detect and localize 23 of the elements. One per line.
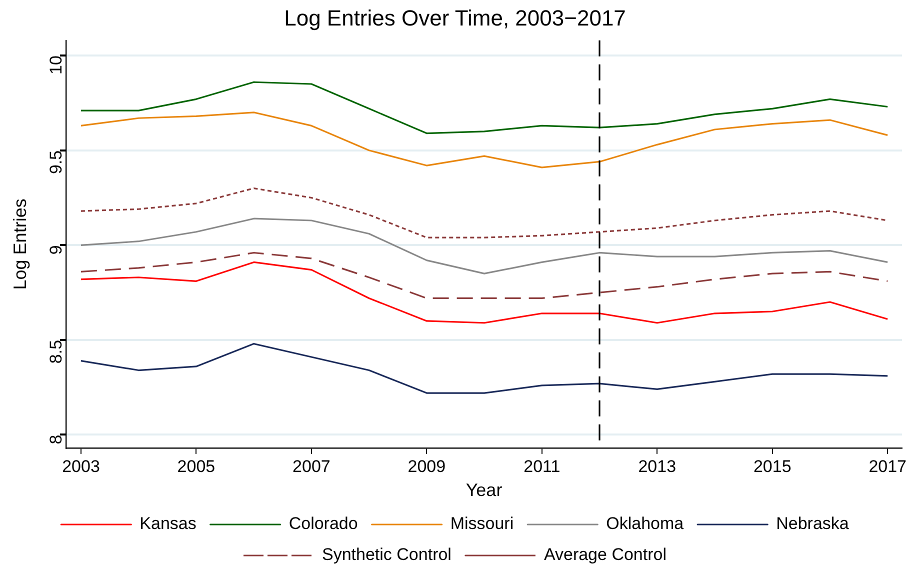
x-axis-title: Year [466,480,502,500]
chart-title: Log Entries Over Time, 2003−2017 [284,5,626,30]
legend-label: Oklahoma [606,514,684,534]
x-tick-label: 2011 [524,456,560,476]
legend-label: Average Control [544,545,667,564]
x-tick-label: 2007 [292,456,330,476]
y-tick-label: 9 [46,245,66,255]
legend-label: Missouri [450,514,514,534]
y-tick-label: 9.5 [46,150,66,174]
x-tick-label: 2013 [638,456,676,476]
x-tick-label: 2017 [868,456,907,476]
y-tick-label: 8.5 [46,340,66,364]
legend-label: Nebraska [776,514,850,534]
y-tick-label: 8 [46,434,66,444]
x-tick-label: 2005 [177,456,216,476]
y-tick-label: 10 [46,56,66,74]
y-axis-title: Log Entries [10,198,30,290]
legend-label: Kansas [140,514,196,534]
legend-label: Synthetic Control [322,545,452,564]
x-tick-label: 2009 [408,456,446,476]
x-tick-label: 2015 [753,456,792,476]
legend-label: Colorado [288,514,358,534]
x-tick-label: 2003 [62,456,100,476]
